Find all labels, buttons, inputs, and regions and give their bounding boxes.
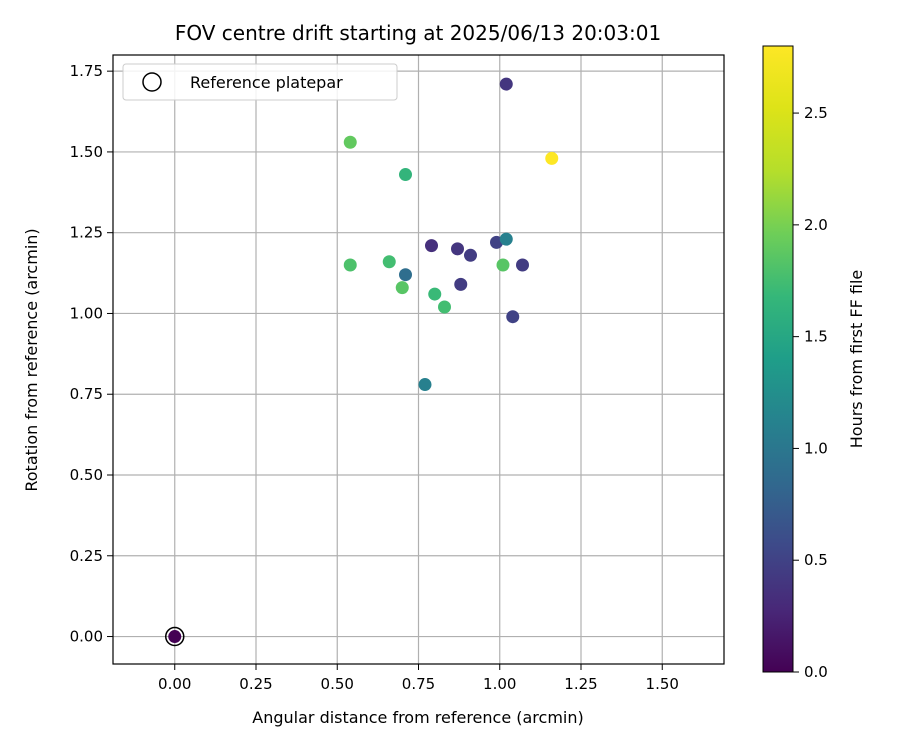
colorbar-label: Hours from first FF file [847, 270, 866, 449]
colorbar-ticks: 0.0 0.5 1.0 1.5 2.0 2.5 [793, 104, 828, 681]
scatter-point [496, 258, 510, 272]
x-tick-label: 1.50 [646, 675, 679, 693]
y-axis-ticks: 0.00 0.25 0.50 0.75 1.00 1.25 1.50 1.75 [70, 62, 113, 646]
y-tick-label: 1.75 [70, 62, 103, 80]
scatter-point [418, 378, 432, 392]
scatter-point [454, 277, 468, 291]
scatter-points [165, 77, 559, 647]
scatter-point [343, 135, 357, 149]
colorbar-gradient [762, 45, 794, 673]
scatter-point [490, 235, 503, 249]
scatter-point [343, 258, 357, 272]
x-tick-label: 1.25 [564, 675, 597, 693]
grid-lines [113, 55, 724, 664]
scatter-point [399, 268, 412, 282]
colorbar-tick-label: 2.0 [804, 216, 828, 234]
scatter-point [395, 281, 409, 295]
y-tick-label: 0.50 [70, 466, 103, 484]
y-tick-label: 1.50 [70, 143, 103, 161]
x-tick-label: 0.25 [239, 675, 272, 693]
colorbar-tick-label: 1.5 [804, 328, 828, 346]
colorbar: 0.0 0.5 1.0 1.5 2.0 2.5 Hours from first FF f… [762, 45, 866, 681]
y-tick-label: 0.25 [70, 547, 103, 565]
legend-box [122, 63, 398, 101]
x-tick-label: 0.75 [402, 675, 435, 693]
scatter-point [382, 255, 396, 269]
y-axis-label: Rotation from reference (arcmin) [22, 228, 41, 491]
x-axis-ticks: 0.00 0.25 0.50 0.75 1.00 1.25 1.50 [158, 664, 679, 693]
colorbar-tick-label: 0.0 [804, 663, 828, 681]
y-tick-label: 1.25 [70, 224, 103, 242]
scatter-point [545, 151, 559, 165]
scatter-point [399, 168, 412, 182]
x-tick-label: 0.50 [321, 675, 354, 693]
x-axis-label: Angular distance from reference (arcmin) [252, 708, 583, 727]
legend: Reference platepar [122, 63, 398, 101]
y-tick-label: 0.75 [70, 385, 103, 403]
scatter-point [428, 287, 442, 301]
scatter-point [464, 248, 477, 262]
reference-platepar-marker [165, 626, 185, 647]
colorbar-tick-label: 1.0 [804, 439, 828, 457]
scatter-point [168, 630, 182, 644]
x-tick-label: 1.00 [483, 675, 516, 693]
legend-entry-reference: Reference platepar [190, 73, 343, 92]
scatter-point [516, 258, 529, 272]
x-tick-label: 0.00 [158, 675, 191, 693]
colorbar-tick-label: 0.5 [804, 551, 828, 569]
legend-marker-icon [142, 72, 162, 92]
scatter-point [451, 242, 464, 256]
colorbar-tick-label: 2.5 [804, 104, 828, 122]
chart-title: FOV centre drift starting at 2025/06/13 … [175, 21, 661, 45]
y-tick-label: 0.00 [70, 628, 103, 646]
scatter-point [499, 232, 513, 246]
scatter-point [438, 300, 451, 314]
y-tick-label: 1.00 [70, 304, 103, 322]
scatter-point [425, 239, 438, 253]
scatter-point [506, 310, 520, 324]
scatter-point [499, 77, 513, 91]
